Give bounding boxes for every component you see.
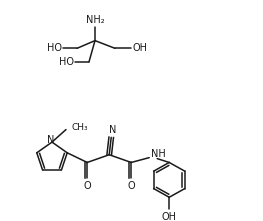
Text: HO: HO <box>59 57 74 67</box>
Text: N: N <box>47 135 55 145</box>
Text: CH₃: CH₃ <box>71 123 88 132</box>
Text: OH: OH <box>133 43 148 53</box>
Text: NH₂: NH₂ <box>86 15 104 25</box>
Text: NH: NH <box>151 149 166 159</box>
Text: HO: HO <box>48 43 63 53</box>
Text: OH: OH <box>162 211 177 221</box>
Text: N: N <box>109 125 116 135</box>
Text: O: O <box>127 181 135 191</box>
Text: O: O <box>83 181 91 191</box>
